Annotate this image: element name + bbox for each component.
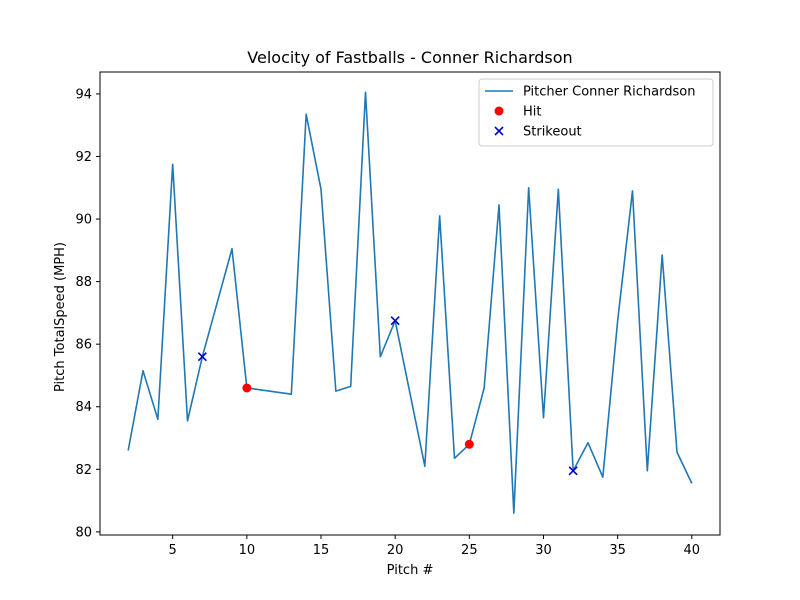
y-tick-label: 86 <box>75 338 92 353</box>
y-tick-label: 82 <box>75 463 92 478</box>
y-tick-label: 90 <box>75 213 92 228</box>
y-tick-label: 88 <box>75 275 92 290</box>
chart-title: Velocity of Fastballs - Conner Richardso… <box>247 48 572 67</box>
legend-label: Strikeout <box>523 125 582 140</box>
x-tick-label: 25 <box>461 543 478 558</box>
strikeout-point <box>568 466 578 476</box>
x-tick-label: 15 <box>313 543 330 558</box>
legend-label: Hit <box>523 105 541 120</box>
x-axis-title: Pitch # <box>387 563 434 578</box>
plot-area: 5 10 15 20 25 30 35 40 80 82 84 86 88 90 92 94 <box>75 71 721 558</box>
y-tick-label: 84 <box>75 400 92 415</box>
y-axis-title: Pitch TotalSpeed (MPH) <box>53 242 68 392</box>
hit-point <box>242 383 252 393</box>
y-tick-label: 80 <box>75 525 92 540</box>
legend-label: Pitcher Conner Richardson <box>523 85 695 100</box>
x-tick-label: 20 <box>387 543 404 558</box>
plot-frame <box>99 71 721 536</box>
x-tick-label: 10 <box>239 543 256 558</box>
legend-strikeout-marker <box>494 126 504 136</box>
x-tick-label: 35 <box>609 543 626 558</box>
x-tick-label: 5 <box>169 543 177 558</box>
hit-point <box>464 439 474 449</box>
x-tick-label: 40 <box>684 543 701 558</box>
x-tick-label: 30 <box>535 543 552 558</box>
legend-hit-marker <box>494 106 504 116</box>
y-tick-label: 94 <box>75 87 92 102</box>
strikeout-point <box>390 316 400 326</box>
strikeout-point <box>197 352 207 362</box>
y-tick-label: 92 <box>75 150 92 165</box>
legend: Pitcher Conner Richardson Hit Strikeout <box>478 78 714 147</box>
legend-box <box>478 78 714 147</box>
series-line-velocity <box>127 91 693 514</box>
